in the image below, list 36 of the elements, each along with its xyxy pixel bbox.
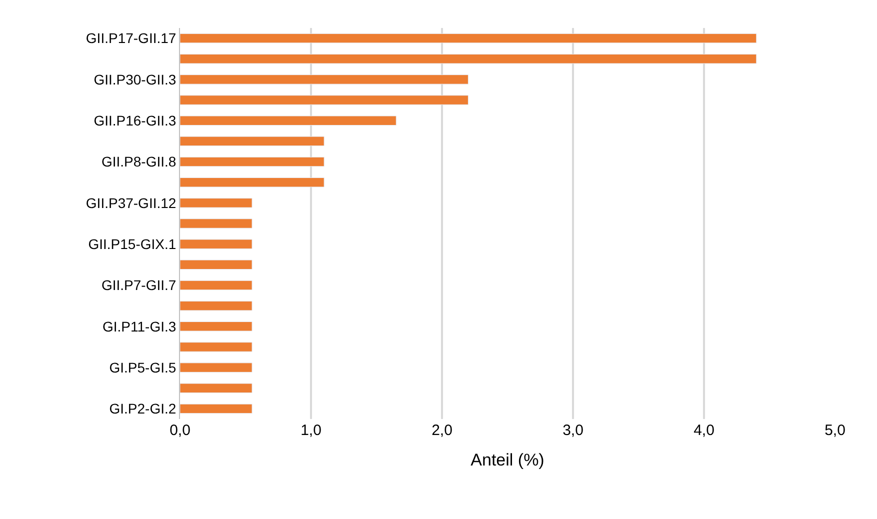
bar <box>180 156 324 167</box>
y-tick-label: GII.P17-GII.17 <box>86 30 176 46</box>
bar <box>180 95 468 105</box>
x-tick-label: 3,0 <box>562 422 584 439</box>
bar <box>180 198 252 208</box>
bar <box>180 33 757 44</box>
bar <box>180 383 252 394</box>
y-tick-label: GII.P7-GII.7 <box>101 277 176 294</box>
y-tick-label: GII.P15-GIX.1 <box>88 236 176 252</box>
bar <box>180 136 324 146</box>
y-tick-label: GI.P5-GI.5 <box>109 359 176 376</box>
bar <box>180 218 252 228</box>
y-tick-label: GII.P8-GII.8 <box>101 154 176 170</box>
bar <box>180 362 252 372</box>
y-tick-label: GII.P16-GII.3 <box>94 112 176 129</box>
bar <box>180 116 396 126</box>
x-tick-label: 2,0 <box>432 422 452 439</box>
bar <box>180 342 252 352</box>
x-tick-label: 5,0 <box>824 422 846 439</box>
bar <box>180 300 252 311</box>
bar <box>180 54 757 64</box>
x-tick-label: 0,0 <box>170 422 190 439</box>
x-axis-title: Anteil (%) <box>470 450 544 470</box>
bar <box>180 280 252 290</box>
bar <box>180 239 252 249</box>
x-tick-label: 1,0 <box>300 422 322 439</box>
y-tick-label: GII.P30-GII.3 <box>94 71 176 88</box>
y-tick-label: GI.P2-GI.2 <box>109 400 176 417</box>
bar <box>180 177 324 188</box>
bar <box>180 404 252 414</box>
bar <box>180 322 252 332</box>
y-tick-label: GII.P37-GII.12 <box>86 194 176 211</box>
y-tick-label: GI.P11-GI.3 <box>102 318 176 334</box>
bar <box>180 260 252 270</box>
x-tick-label: 4,0 <box>694 422 714 439</box>
bar <box>180 74 468 84</box>
